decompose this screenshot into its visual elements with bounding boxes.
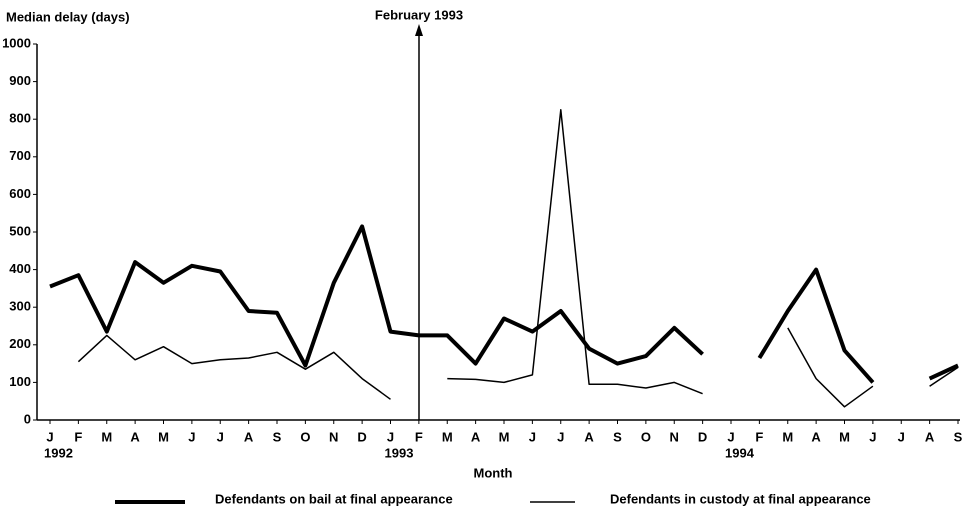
x-tick-label: F xyxy=(415,429,423,444)
y-axis-label: Median delay (days) xyxy=(6,9,130,24)
x-tick-label: M xyxy=(101,429,112,444)
x-tick-label: S xyxy=(273,429,282,444)
x-tick-label: J xyxy=(217,429,224,444)
x-tick-label: J xyxy=(557,429,564,444)
x-tick-label: O xyxy=(641,429,651,444)
series-line xyxy=(49,224,959,384)
y-tick-label: 1000 xyxy=(2,35,31,50)
legend-label: Defendants in custody at final appearanc… xyxy=(610,491,871,506)
x-tick-label: A xyxy=(811,429,821,444)
x-tick-label: A xyxy=(584,429,594,444)
x-year-label: 1992 xyxy=(44,445,73,460)
x-tick-label: M xyxy=(839,429,850,444)
x-tick-label: J xyxy=(727,429,734,444)
y-tick-label: 200 xyxy=(9,336,31,351)
x-tick-label: D xyxy=(357,429,366,444)
x-tick-label: J xyxy=(869,429,876,444)
x-tick-label: O xyxy=(300,429,310,444)
y-tick-label: 400 xyxy=(9,261,31,276)
y-tick-label: 600 xyxy=(9,186,31,201)
x-tick-label: M xyxy=(442,429,453,444)
y-tick-label: 500 xyxy=(9,223,31,238)
x-tick-label: A xyxy=(925,429,935,444)
x-tick-label: J xyxy=(46,429,53,444)
x-year-label: 1993 xyxy=(385,445,414,460)
x-year-label: 1994 xyxy=(725,445,755,460)
x-tick-label: A xyxy=(471,429,481,444)
x-tick-label: S xyxy=(954,429,963,444)
y-tick-label: 900 xyxy=(9,73,31,88)
x-tick-label: J xyxy=(387,429,394,444)
x-tick-label: N xyxy=(329,429,338,444)
x-tick-label: J xyxy=(898,429,905,444)
x-tick-label: F xyxy=(755,429,763,444)
x-tick-label: M xyxy=(158,429,169,444)
x-tick-label: A xyxy=(244,429,254,444)
x-tick-label: D xyxy=(698,429,707,444)
y-tick-label: 100 xyxy=(9,374,31,389)
x-tick-label: S xyxy=(613,429,622,444)
y-tick-label: 800 xyxy=(9,111,31,126)
x-tick-label: F xyxy=(74,429,82,444)
x-tick-label: J xyxy=(529,429,536,444)
x-tick-label: J xyxy=(188,429,195,444)
x-tick-label: M xyxy=(499,429,510,444)
x-tick-label: M xyxy=(782,429,793,444)
y-tick-label: 0 xyxy=(24,411,31,426)
legend-label: Defendants on bail at final appearance xyxy=(215,491,453,506)
x-tick-label: A xyxy=(130,429,140,444)
x-tick-label: N xyxy=(670,429,679,444)
annotation-arrow xyxy=(415,24,423,36)
annotation-text: February 1993 xyxy=(375,7,463,22)
series-line xyxy=(77,109,959,408)
y-tick-label: 300 xyxy=(9,299,31,314)
x-axis-label: Month xyxy=(474,465,513,480)
y-tick-label: 700 xyxy=(9,148,31,163)
